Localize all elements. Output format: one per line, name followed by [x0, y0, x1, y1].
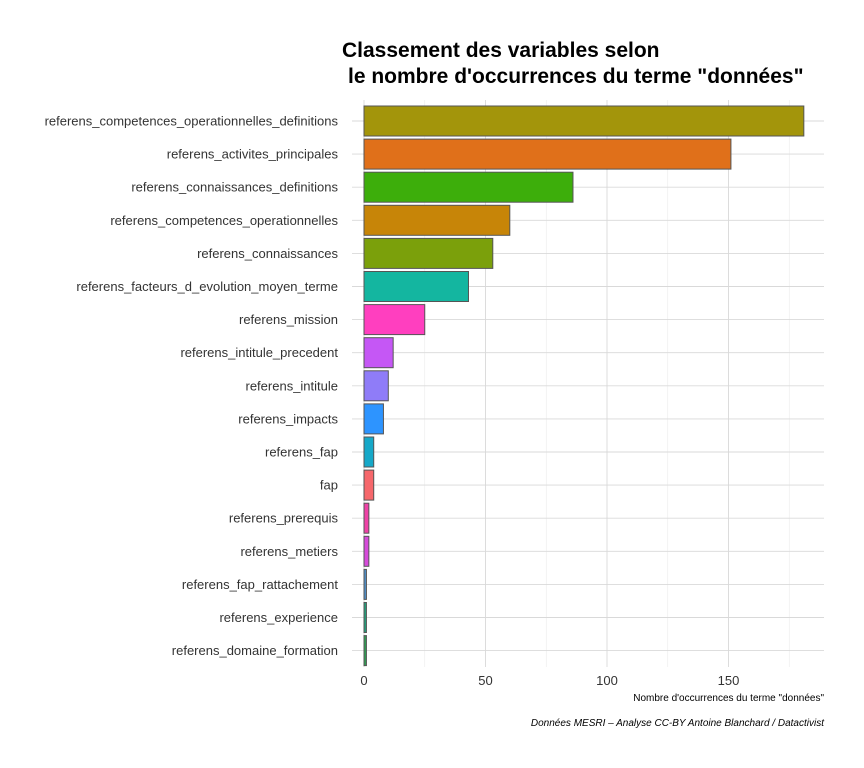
bar-referens_intitule [363, 370, 389, 402]
x-tick-labels: 0 50 100 150 [360, 673, 739, 688]
y-tick-label: referens_mission [239, 312, 338, 327]
y-tick-label: referens_competences_operationnelles_def… [45, 114, 339, 129]
bar-referens_impacts [363, 403, 384, 435]
bar-fap [363, 469, 375, 501]
bar-referens_fap_rattachement [363, 568, 367, 600]
x-tick-label: 100 [596, 673, 618, 688]
bar-referens_domaine_formation [363, 635, 367, 667]
bar-referens_intitule_precedent [363, 337, 394, 369]
x-tick-label: 150 [718, 673, 740, 688]
chart-caption: Données MESRI – Analyse CC-BY Antoine Bl… [531, 718, 825, 729]
bar-referens_experience [363, 602, 367, 633]
chart-title-line-1: Classement des variables selon [342, 39, 660, 62]
y-tick-label: referens_prerequis [229, 511, 339, 526]
y-tick-label: referens_facteurs_d_evolution_moyen_term… [76, 279, 338, 294]
y-tick-label: referens_experience [219, 610, 338, 625]
y-tick-label: referens_intitule_precedent [180, 345, 338, 360]
y-tick-label: referens_metiers [240, 544, 338, 559]
bar-referens_metiers [363, 535, 370, 567]
bars [363, 105, 805, 667]
y-tick-label: referens_competences_operationnelles [110, 213, 338, 228]
y-tick-label: referens_activites_principales [167, 147, 339, 162]
x-axis-label: Nombre d'occurrences du terme "données" [633, 693, 824, 704]
x-tick-label: 50 [478, 673, 492, 688]
bar-referens_activites_principales [363, 138, 732, 170]
y-tick-labels: referens_competences_operationnelles_def… [45, 114, 339, 659]
y-tick-label: referens_impacts [238, 411, 338, 426]
y-tick-label: referens_intitule [246, 378, 339, 393]
bar-referens_connaissances_definitions [363, 171, 574, 203]
bar-referens_competences_operationnelles [363, 204, 511, 236]
y-tick-label: referens_domaine_formation [172, 643, 338, 658]
y-tick-label: referens_connaissances [197, 246, 338, 261]
y-tick-label: fap [320, 478, 338, 493]
bar-referens_connaissances [363, 237, 494, 269]
x-tick-label: 0 [360, 673, 367, 688]
chart-title-line-2: le nombre d'occurrences du terme "donnée… [348, 65, 804, 88]
y-tick-label: referens_connaissances_definitions [131, 180, 338, 195]
y-tick-label: referens_fap [265, 445, 338, 460]
bar-referens_prerequis [363, 502, 370, 534]
y-tick-label: referens_fap_rattachement [182, 577, 338, 592]
bar-referens_mission [363, 304, 426, 336]
bar-referens_competences_operationnelles_definitions [363, 105, 805, 137]
bar-referens_facteurs_d_evolution_moyen_terme [363, 271, 469, 302]
bar-referens_fap [363, 436, 375, 468]
